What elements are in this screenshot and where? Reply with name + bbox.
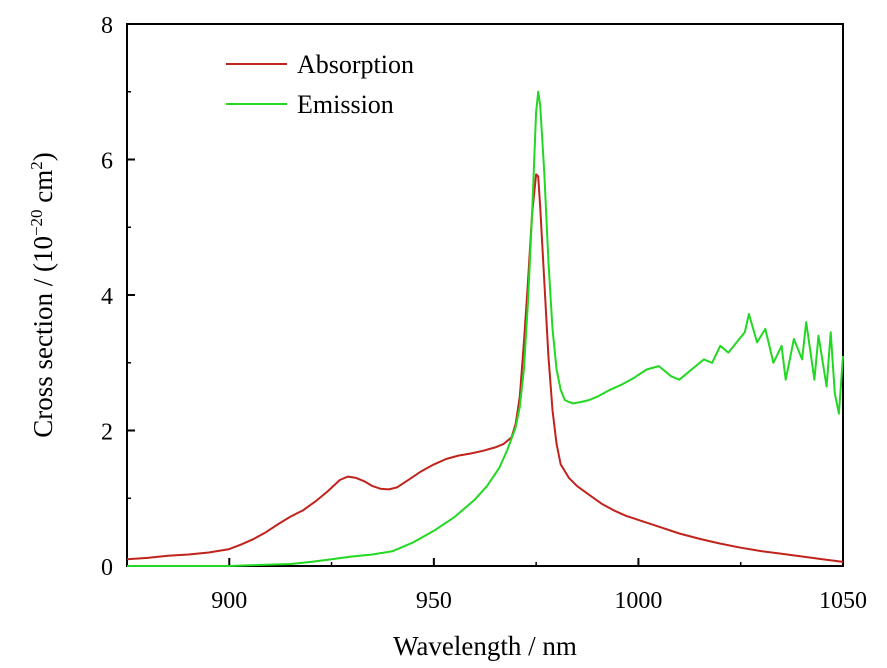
x-tick-label: 1050 [819,588,867,614]
legend: Absorption Emission [226,50,414,119]
x-tick-label: 1000 [614,588,662,614]
x-axis-label: Wavelength / nm [393,631,577,661]
series-line-emission [127,90,844,567]
plot-frame [126,23,844,567]
x-tick-label: 900 [211,588,247,614]
y-axis-label-exponent: −20 [27,209,46,236]
y-axis-label-text: Cross section / (10 [28,236,58,438]
y-axis-label: Cross section / (10−20 cm2) [27,152,58,438]
legend-label-emission: Emission [297,90,394,119]
y-axis-label-unit: cm [28,170,58,210]
x-axis-ticks: 900 950 1000 1050 [126,558,867,614]
legend-label-absorption: Absorption [297,50,414,79]
series-layer [126,90,844,567]
y-tick-label: 4 [101,284,113,310]
y-axis-ticks: 0 2 4 6 8 [101,13,135,581]
x-tick-label: 950 [416,588,452,614]
y-tick-label: 2 [101,420,113,446]
y-axis-label-unit-exponent: 2 [27,161,46,170]
y-tick-label: 8 [101,13,113,39]
y-tick-label: 0 [101,555,113,581]
y-tick-label: 6 [101,149,113,175]
series-line-absorption [126,173,844,563]
y-axis-label-close: ) [28,152,58,161]
